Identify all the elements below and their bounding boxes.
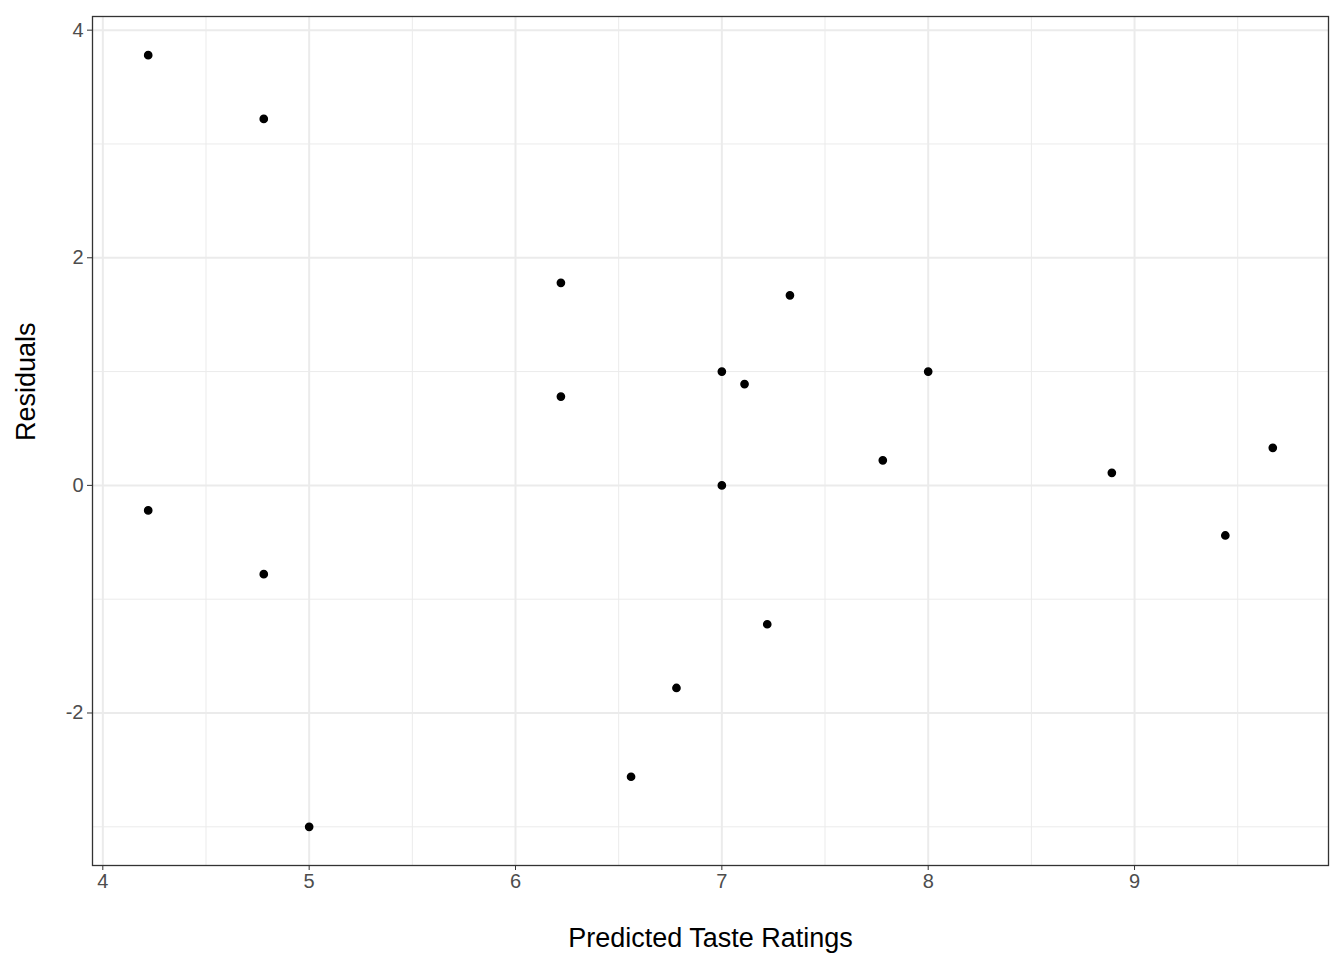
svg-text:6: 6: [510, 870, 521, 892]
svg-text:-2: -2: [66, 701, 84, 723]
svg-text:9: 9: [1129, 870, 1140, 892]
svg-text:4: 4: [97, 870, 108, 892]
svg-text:Residuals: Residuals: [11, 322, 41, 441]
svg-text:Predicted Taste Ratings: Predicted Taste Ratings: [568, 923, 853, 953]
svg-text:7: 7: [716, 870, 727, 892]
svg-text:0: 0: [72, 474, 83, 496]
svg-text:4: 4: [72, 19, 83, 41]
svg-text:2: 2: [72, 246, 83, 268]
svg-text:8: 8: [923, 870, 934, 892]
svg-text:5: 5: [304, 870, 315, 892]
